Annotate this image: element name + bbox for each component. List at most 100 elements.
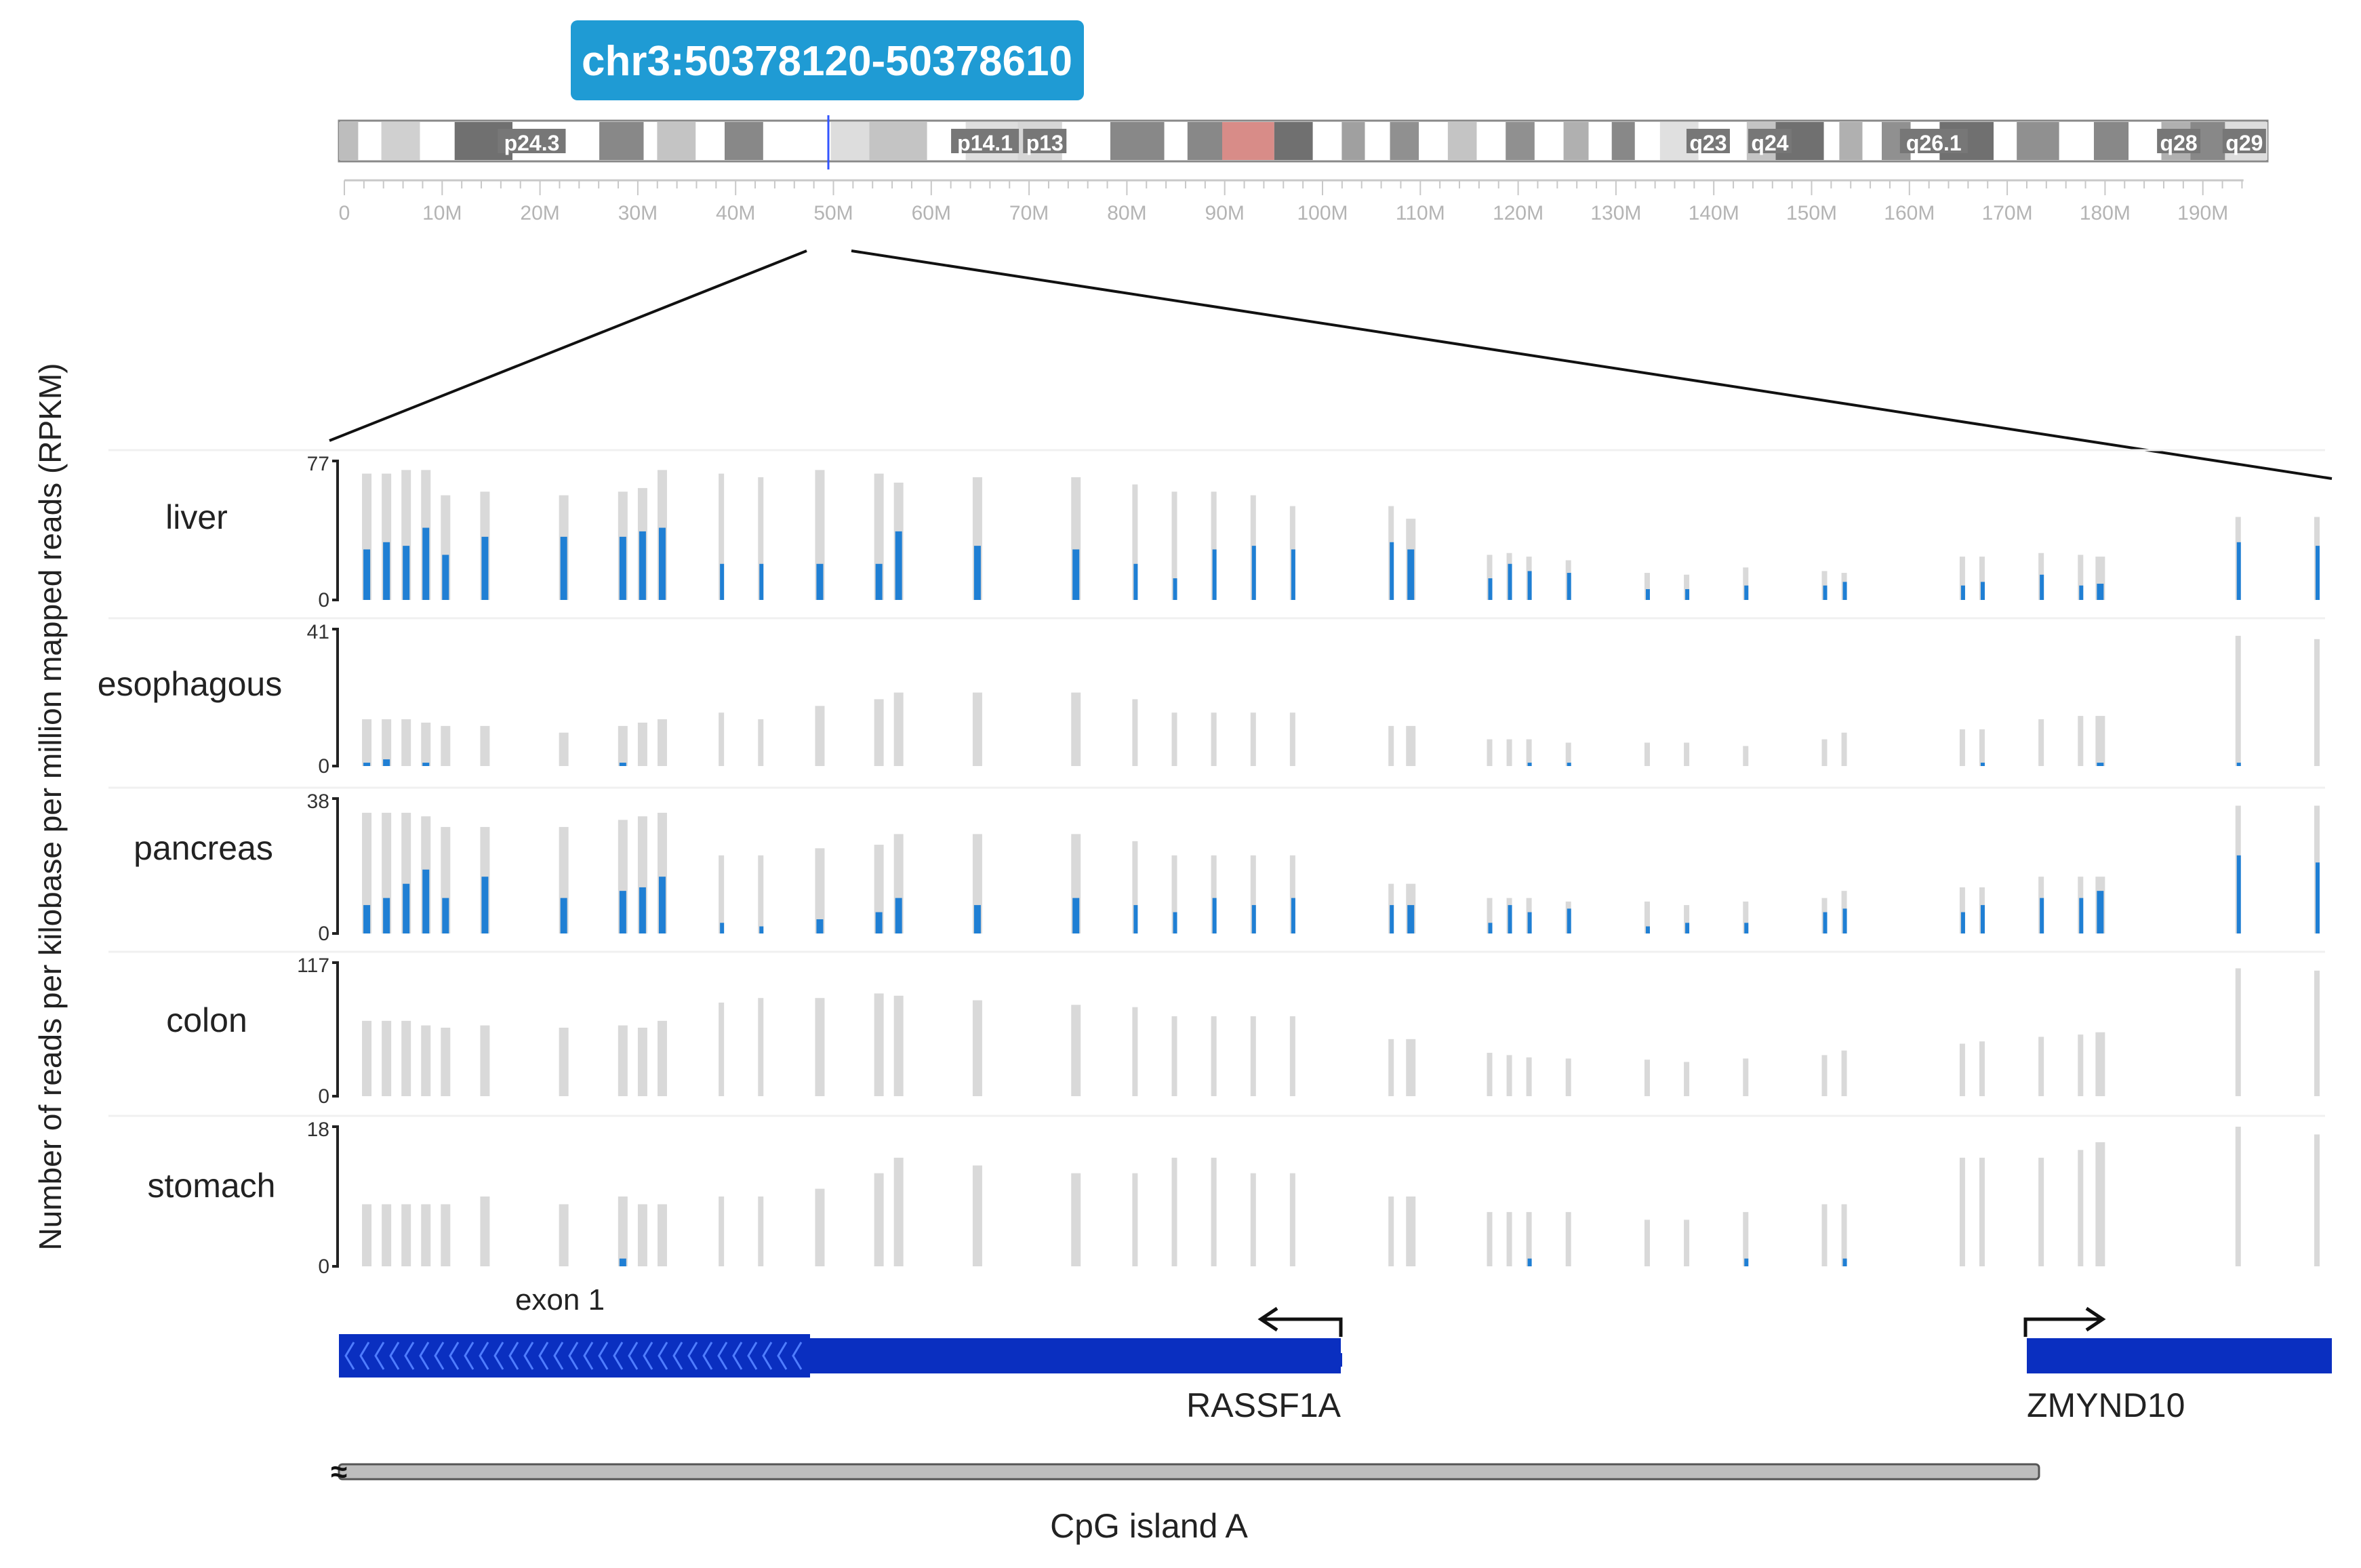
ideogram-band[interactable] <box>1110 122 1165 160</box>
total-read-bar <box>815 706 825 766</box>
scale-tick-label: 10M <box>422 202 462 224</box>
band-label-bg <box>1748 129 1792 153</box>
ideogram-band[interactable] <box>695 122 725 160</box>
total-read-bar <box>2095 1032 2105 1096</box>
coordinate-box[interactable]: chr3:50378120-50378610 <box>571 20 1084 100</box>
chevron <box>613 1342 624 1370</box>
total-read-bar <box>1565 742 1571 766</box>
ideogram-band[interactable] <box>2059 122 2094 160</box>
ideogram-band[interactable] <box>2093 122 2129 160</box>
methylated-read-bar <box>2097 891 2104 933</box>
chevron <box>777 1342 788 1370</box>
methylated-read-bar <box>1567 908 1571 933</box>
chevron <box>628 1342 639 1370</box>
ideogram-band[interactable] <box>1823 122 1840 160</box>
total-read-bar <box>2235 968 2241 1096</box>
scale-tick-label: 80M <box>1107 202 1146 224</box>
total-read-bar <box>421 1204 431 1266</box>
chevron <box>598 1342 609 1370</box>
methylated-read-bar <box>1567 573 1571 600</box>
band-label-bg <box>2157 129 2201 153</box>
ideogram-band[interactable] <box>1534 122 1564 160</box>
ideogram-band[interactable] <box>1062 122 1110 160</box>
ideogram-band[interactable] <box>1634 122 1660 160</box>
ideogram-band[interactable] <box>1341 122 1365 160</box>
total-read-bar <box>1406 725 1416 766</box>
scale-tick-label: 40M <box>716 202 755 224</box>
y-min-label: 0 <box>318 755 329 778</box>
ideogram-band[interactable] <box>1563 122 1589 160</box>
total-read-bar <box>382 719 392 766</box>
ideogram-band[interactable] <box>1274 122 1313 160</box>
ideogram-band[interactable] <box>1222 122 1274 160</box>
zmynd10-gene[interactable] <box>2027 1338 2332 1373</box>
ideogram-band[interactable] <box>339 122 359 160</box>
zoom-line-left <box>329 249 807 442</box>
ideogram-band[interactable] <box>1312 122 1342 160</box>
ideogram-band[interactable] <box>1447 122 1477 160</box>
ideogram-band[interactable] <box>869 122 927 160</box>
methylated-read-bar <box>560 536 567 600</box>
total-read-bar <box>1684 742 1690 766</box>
ideogram-band[interactable] <box>599 122 644 160</box>
total-read-bar <box>719 1197 725 1266</box>
chromosome-ideogram[interactable] <box>338 119 2269 163</box>
total-read-bar <box>1684 1220 1690 1266</box>
cpg-island-bar[interactable]: ≈ <box>331 1455 2040 1489</box>
ideogram-band[interactable] <box>1476 122 1506 160</box>
y-max-label: 38 <box>307 790 329 813</box>
total-read-bar <box>1743 567 1749 600</box>
rassf1a-gene[interactable] <box>339 1334 1342 1378</box>
ideogram-band[interactable] <box>763 122 831 160</box>
ideogram-band[interactable] <box>1994 122 2017 160</box>
ideogram-band[interactable] <box>725 122 763 160</box>
ideogram-band[interactable] <box>1588 122 1612 160</box>
methylated-read-bar <box>1488 578 1493 600</box>
total-read-bar <box>893 1157 904 1266</box>
methylated-read-bar <box>639 887 646 933</box>
ideogram-band[interactable] <box>1390 122 1419 160</box>
total-read-bar <box>1406 1197 1416 1266</box>
methylated-read-bar <box>2097 763 2104 766</box>
methylated-read-bar <box>442 555 449 600</box>
total-read-bar <box>758 719 764 766</box>
total-read-bar <box>874 845 884 933</box>
methylated-read-bar <box>720 923 725 933</box>
ideogram-band[interactable] <box>1164 122 1188 160</box>
methylated-read-bar <box>875 912 883 933</box>
ideogram-band[interactable] <box>1506 122 1535 160</box>
ideogram-band[interactable] <box>1187 122 1223 160</box>
methylation-tracks: liver 77 0 esophagous 41 0 pancreas 38 0 colon 117… <box>98 449 2325 1278</box>
total-read-bar <box>972 1000 982 1096</box>
ideogram-band[interactable] <box>1862 122 1882 160</box>
total-read-bar <box>1132 484 1138 600</box>
ideogram-band[interactable] <box>358 122 382 160</box>
methylated-read-bar <box>422 869 430 933</box>
band-label: q28 <box>2160 131 2198 155</box>
total-read-bar <box>1171 712 1177 766</box>
total-read-bar <box>1071 1173 1081 1266</box>
ideogram-band[interactable] <box>1365 122 1390 160</box>
chevron <box>464 1342 475 1370</box>
ideogram-band[interactable] <box>1419 122 1448 160</box>
ideogram-band[interactable] <box>420 122 455 160</box>
ideogram-band[interactable] <box>1611 122 1635 160</box>
ideogram-band[interactable] <box>1839 122 1863 160</box>
y-axis-bracket <box>332 797 339 935</box>
methylated-read-bar <box>816 919 824 933</box>
ideogram-band[interactable] <box>2017 122 2059 160</box>
methylated-read-bar <box>1744 923 1749 933</box>
total-read-bar <box>618 1197 628 1266</box>
ideogram-band[interactable] <box>643 122 658 160</box>
ideogram-band[interactable] <box>2128 122 2162 160</box>
ideogram-band[interactable] <box>381 122 420 160</box>
methylated-read-bar <box>2040 574 2044 600</box>
ideogram-band[interactable] <box>830 122 870 160</box>
total-read-bar <box>2038 1157 2044 1266</box>
total-read-bar <box>441 1027 451 1096</box>
tissue-label: colon <box>166 1001 247 1039</box>
methylated-read-bar <box>875 563 883 600</box>
ideogram-band[interactable] <box>657 122 696 160</box>
methylated-read-bar <box>1212 549 1217 600</box>
total-read-bar <box>1132 841 1138 933</box>
